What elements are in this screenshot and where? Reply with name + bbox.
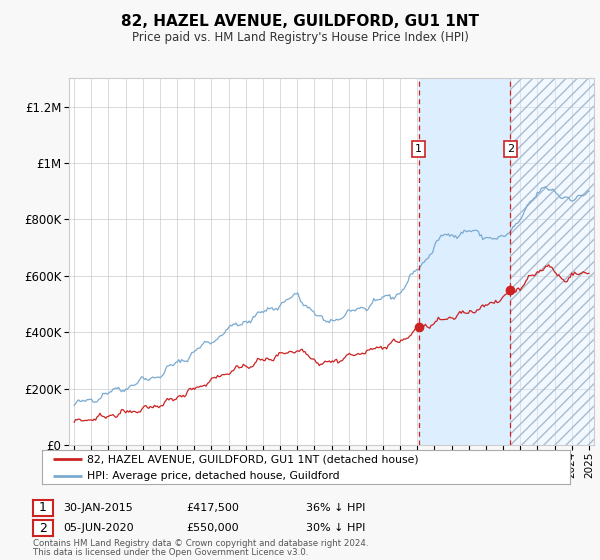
Text: 05-JUN-2020: 05-JUN-2020 <box>63 523 134 533</box>
Bar <box>511 78 598 445</box>
Text: 82, HAZEL AVENUE, GUILDFORD, GU1 1NT: 82, HAZEL AVENUE, GUILDFORD, GU1 1NT <box>121 14 479 29</box>
Bar <box>419 78 511 445</box>
Text: 30-JAN-2015: 30-JAN-2015 <box>63 503 133 513</box>
Text: HPI: Average price, detached house, Guildford: HPI: Average price, detached house, Guil… <box>87 471 340 480</box>
Text: £550,000: £550,000 <box>186 523 239 533</box>
Text: 36% ↓ HPI: 36% ↓ HPI <box>306 503 365 513</box>
Bar <box>511 78 598 445</box>
Text: 30% ↓ HPI: 30% ↓ HPI <box>306 523 365 533</box>
Text: Price paid vs. HM Land Registry's House Price Index (HPI): Price paid vs. HM Land Registry's House … <box>131 31 469 44</box>
Text: Contains HM Land Registry data © Crown copyright and database right 2024.: Contains HM Land Registry data © Crown c… <box>33 539 368 548</box>
Text: £417,500: £417,500 <box>186 503 239 513</box>
Text: This data is licensed under the Open Government Licence v3.0.: This data is licensed under the Open Gov… <box>33 548 308 557</box>
Text: 1: 1 <box>39 501 47 515</box>
Text: 2: 2 <box>507 144 514 154</box>
Text: 1: 1 <box>415 144 422 154</box>
Text: 82, HAZEL AVENUE, GUILDFORD, GU1 1NT (detached house): 82, HAZEL AVENUE, GUILDFORD, GU1 1NT (de… <box>87 454 419 464</box>
Text: 2: 2 <box>39 521 47 535</box>
